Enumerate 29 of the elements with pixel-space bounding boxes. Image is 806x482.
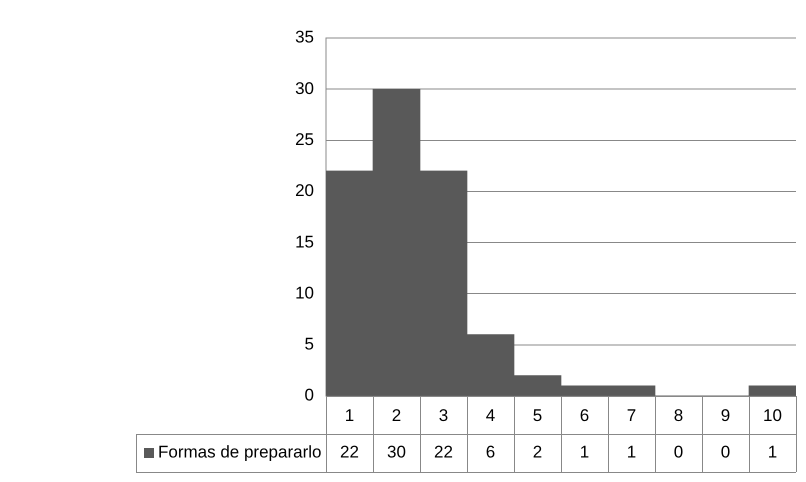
data-label: 0 — [674, 442, 684, 462]
data-label: 2 — [532, 442, 542, 462]
x-tick-label: 9 — [720, 406, 730, 425]
data-label: 22 — [340, 442, 359, 462]
data-label: 30 — [387, 442, 406, 462]
data-label: 0 — [720, 442, 730, 462]
y-tick-label: 5 — [304, 334, 314, 354]
x-tick-label: 4 — [486, 406, 496, 425]
x-tick-label: 1 — [344, 406, 354, 425]
x-tick-label: 8 — [674, 406, 684, 425]
x-tick-label: 10 — [763, 406, 782, 425]
y-tick-label: 30 — [295, 78, 314, 98]
y-tick-label: 20 — [295, 181, 314, 200]
x-tick-label: 5 — [532, 406, 542, 425]
y-tick-label: 10 — [295, 283, 314, 302]
y-tick-label: 35 — [295, 28, 314, 47]
x-tick-label: 6 — [580, 406, 590, 425]
data-label: 1 — [626, 442, 636, 462]
y-tick-label: 0 — [304, 386, 314, 405]
x-tick-label: 3 — [438, 406, 448, 425]
data-label: 6 — [486, 442, 496, 462]
x-tick-label: 2 — [392, 406, 402, 425]
data-label: 1 — [580, 442, 590, 462]
data-label: 1 — [768, 442, 778, 462]
data-label: 22 — [434, 442, 453, 462]
x-tick-label: 7 — [626, 406, 636, 425]
y-tick-label: 15 — [295, 232, 314, 252]
legend-label: Formas de prepararlo — [158, 442, 322, 462]
y-tick-label: 25 — [295, 130, 314, 149]
